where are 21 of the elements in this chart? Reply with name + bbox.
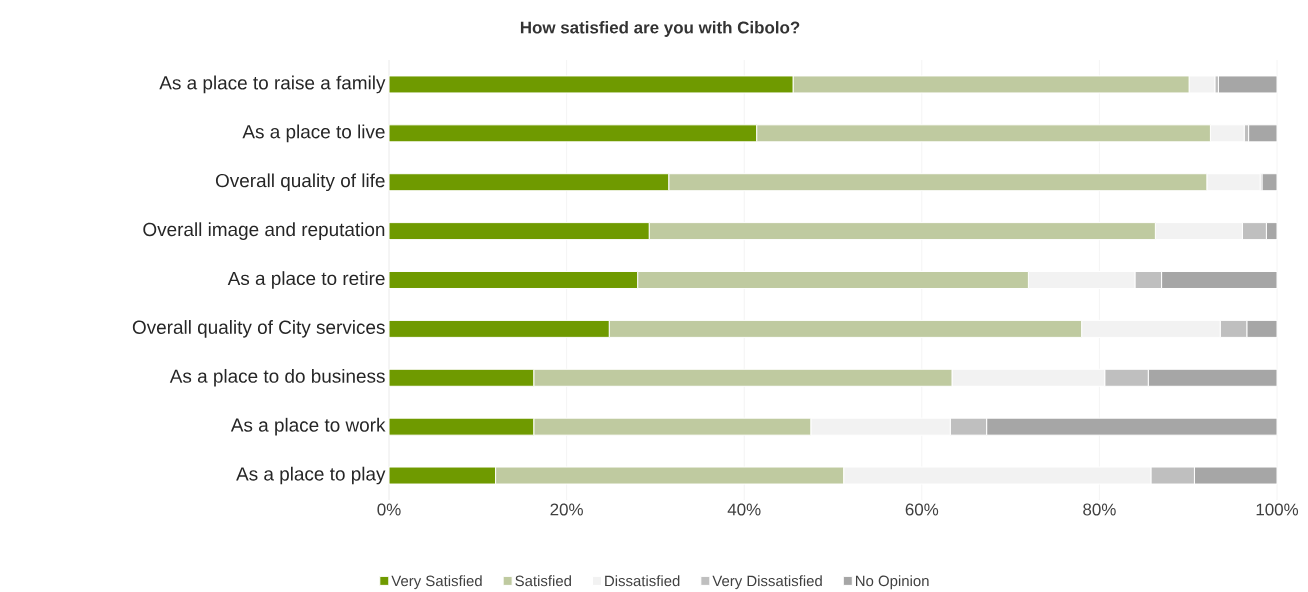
- y-tick-label: Overall quality of City services: [132, 320, 385, 338]
- y-tick-label: Overall quality of life: [215, 173, 385, 192]
- legend-label: Very Satisfied: [391, 575, 482, 590]
- y-tick-label: As a place to retire: [227, 271, 385, 289]
- y-tick-label: As a place to play: [236, 466, 386, 485]
- y-tick-label: As a place to raise a family: [159, 75, 386, 94]
- y-tick-label: As a place to live: [242, 124, 385, 143]
- x-tick-label: 60%: [905, 503, 939, 516]
- y-tick-label: As a place to work: [230, 417, 386, 436]
- chart-title: How satisfied are you with Cibolo?: [520, 21, 800, 37]
- legend-label: Very Dissatisfied: [712, 575, 822, 590]
- x-tick-label: 0%: [377, 503, 401, 516]
- y-tick-label: As a place to do business: [169, 368, 385, 387]
- x-tick-label: 80%: [1083, 503, 1116, 516]
- x-tick-label: 100%: [1256, 503, 1299, 516]
- legend-label: No Opinion: [856, 575, 929, 590]
- legend-label: Satisfied: [515, 575, 571, 587]
- x-tick-label: 20%: [550, 503, 583, 516]
- legend-label: Dissatisfied: [605, 575, 680, 587]
- y-tick-label: Overall image and reputation: [143, 222, 385, 240]
- x-tick-label: 40%: [727, 503, 761, 516]
